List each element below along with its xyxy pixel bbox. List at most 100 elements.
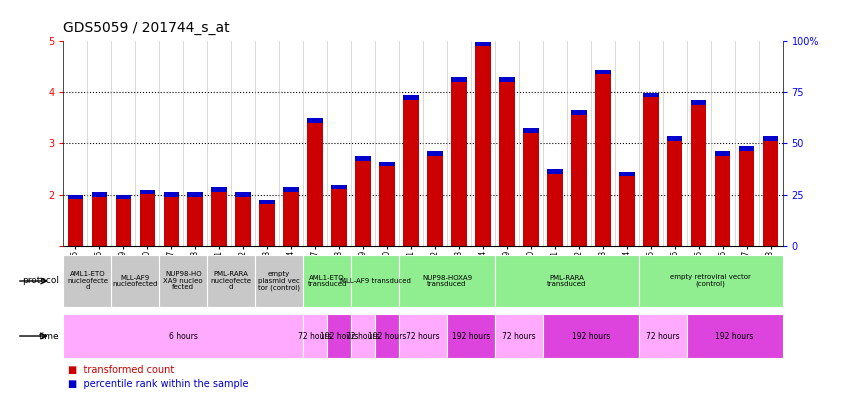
Bar xyxy=(451,79,467,246)
Text: 192 hours: 192 hours xyxy=(572,332,610,340)
Bar xyxy=(163,192,179,197)
Bar xyxy=(619,174,634,246)
Bar xyxy=(475,42,491,46)
Bar xyxy=(91,195,107,246)
Bar xyxy=(715,151,730,156)
Bar xyxy=(68,195,83,199)
Text: 192 hours: 192 hours xyxy=(716,332,754,340)
Bar xyxy=(260,200,275,204)
Bar xyxy=(715,154,730,246)
Bar xyxy=(523,129,539,133)
Bar xyxy=(112,255,159,307)
Text: empty
plasmid vec
tor (control): empty plasmid vec tor (control) xyxy=(258,271,300,291)
Text: 6 hours: 6 hours xyxy=(169,332,198,340)
Bar xyxy=(399,314,447,358)
Bar xyxy=(427,154,442,246)
Bar xyxy=(327,314,351,358)
Bar xyxy=(739,146,755,151)
Bar xyxy=(499,77,514,82)
Bar xyxy=(691,103,706,246)
Bar xyxy=(595,72,611,246)
Text: 72 hours: 72 hours xyxy=(645,332,679,340)
Bar xyxy=(351,255,399,307)
Bar xyxy=(523,130,539,246)
Text: 72 hours: 72 hours xyxy=(346,332,380,340)
Bar xyxy=(475,44,491,246)
Bar xyxy=(547,169,563,174)
Bar xyxy=(283,187,299,192)
Bar xyxy=(404,97,419,246)
Bar xyxy=(667,136,683,141)
Bar xyxy=(332,185,347,189)
Text: 72 hours: 72 hours xyxy=(502,332,536,340)
Bar xyxy=(188,195,203,246)
Text: ■  percentile rank within the sample: ■ percentile rank within the sample xyxy=(68,379,248,389)
Bar xyxy=(212,189,227,246)
Text: protocol: protocol xyxy=(22,277,59,285)
Bar xyxy=(332,187,347,246)
Bar xyxy=(571,113,586,246)
Bar xyxy=(188,192,203,197)
Text: NUP98-HO
XA9 nucleo
fected: NUP98-HO XA9 nucleo fected xyxy=(163,272,203,290)
Bar xyxy=(451,77,467,82)
Bar xyxy=(140,192,155,246)
Text: GDS5059 / 201744_s_at: GDS5059 / 201744_s_at xyxy=(63,21,230,35)
Text: time: time xyxy=(39,332,59,340)
Bar xyxy=(404,95,419,100)
Text: 72 hours: 72 hours xyxy=(299,332,332,340)
Bar xyxy=(307,118,323,123)
Bar xyxy=(303,255,351,307)
Bar xyxy=(619,172,634,176)
Bar xyxy=(235,192,251,197)
Text: PML-RARA
transduced: PML-RARA transduced xyxy=(547,275,586,287)
Text: empty retroviral vector
(control): empty retroviral vector (control) xyxy=(670,274,751,288)
Bar xyxy=(643,93,658,97)
Bar xyxy=(639,255,783,307)
Bar xyxy=(140,190,155,194)
Bar xyxy=(739,149,755,246)
Bar xyxy=(499,79,514,246)
Bar xyxy=(667,138,683,246)
Bar xyxy=(159,255,207,307)
Bar xyxy=(495,314,543,358)
Text: 192 hours: 192 hours xyxy=(320,332,359,340)
Bar xyxy=(303,314,327,358)
Bar xyxy=(355,159,371,246)
Bar xyxy=(63,255,112,307)
Text: ■  transformed count: ■ transformed count xyxy=(68,365,174,375)
Bar xyxy=(379,162,395,166)
Text: PML-RARA
nucleofecte
d: PML-RARA nucleofecte d xyxy=(211,272,252,290)
Bar xyxy=(447,314,495,358)
Bar xyxy=(116,195,131,199)
Bar xyxy=(91,192,107,197)
Text: 192 hours: 192 hours xyxy=(452,332,490,340)
Bar xyxy=(543,314,639,358)
Bar xyxy=(595,70,611,74)
Bar xyxy=(375,314,399,358)
Bar xyxy=(547,171,563,246)
Text: NUP98-HOXA9
transduced: NUP98-HOXA9 transduced xyxy=(422,275,472,287)
Bar xyxy=(687,314,783,358)
Bar xyxy=(63,314,303,358)
Bar xyxy=(643,95,658,246)
Text: MLL-AF9 transduced: MLL-AF9 transduced xyxy=(339,278,410,284)
Text: AML1-ETO
transduced: AML1-ETO transduced xyxy=(307,275,347,287)
Bar xyxy=(116,197,131,246)
Bar xyxy=(763,138,778,246)
Bar xyxy=(399,255,495,307)
Bar xyxy=(571,110,586,115)
Bar xyxy=(307,120,323,246)
Bar xyxy=(691,100,706,105)
Bar xyxy=(235,195,251,246)
Bar xyxy=(639,314,687,358)
Bar xyxy=(283,189,299,246)
Bar xyxy=(355,156,371,161)
Text: 72 hours: 72 hours xyxy=(406,332,440,340)
Bar xyxy=(207,255,255,307)
Bar xyxy=(68,197,83,246)
Bar xyxy=(255,255,303,307)
Text: MLL-AF9
nucleofected: MLL-AF9 nucleofected xyxy=(113,275,158,287)
Bar xyxy=(351,314,375,358)
Bar xyxy=(379,164,395,246)
Text: 192 hours: 192 hours xyxy=(368,332,406,340)
